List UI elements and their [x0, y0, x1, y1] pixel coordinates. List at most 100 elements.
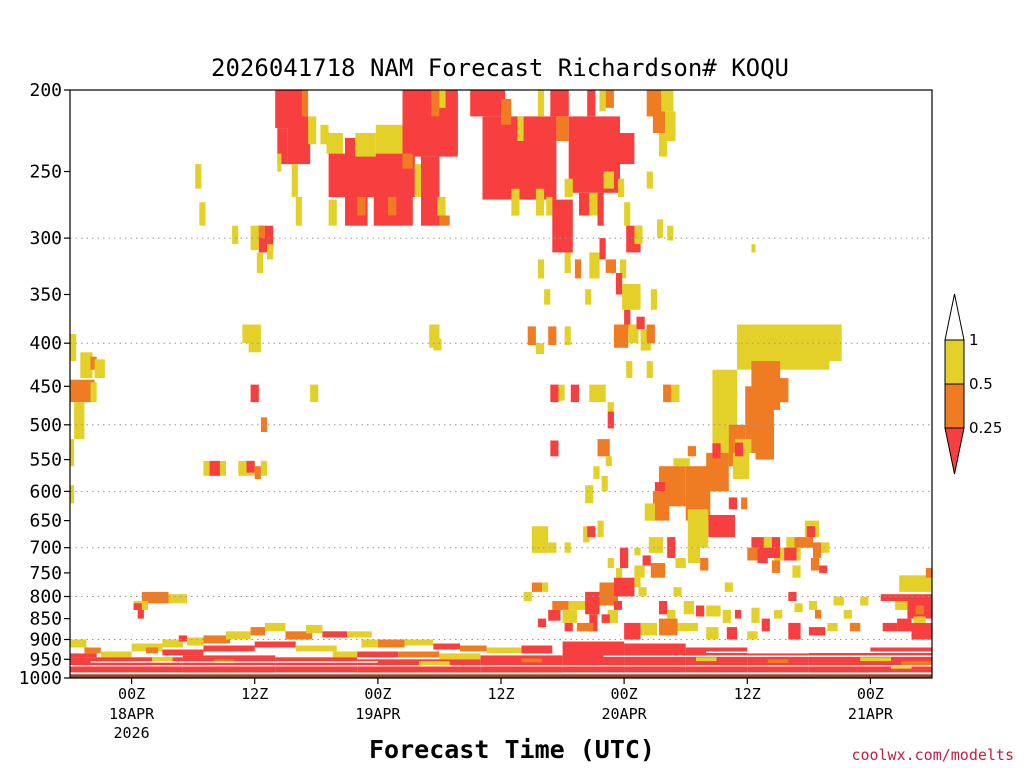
heatmap-cell — [431, 90, 440, 117]
heatmap-cell — [583, 526, 590, 543]
heatmap-cell — [433, 643, 460, 650]
heatmap-cell — [187, 637, 204, 646]
heatmap-cell — [277, 153, 282, 172]
heatmap-cell — [741, 497, 748, 510]
heatmap-cell — [792, 565, 801, 578]
y-tick-label: 450 — [29, 376, 62, 397]
heatmap-cell — [248, 324, 261, 353]
heatmap-cell — [821, 542, 830, 553]
heatmap-cell — [597, 439, 610, 457]
heatmap-cell — [706, 627, 719, 640]
heatmap-cell — [767, 659, 789, 664]
heatmap-cell — [667, 537, 676, 558]
heatmap-cell — [550, 440, 559, 457]
heatmap-cell — [761, 618, 770, 632]
heatmap-cell — [786, 537, 795, 548]
gap-streak — [706, 651, 932, 653]
heatmap-cell — [599, 90, 606, 112]
y-tick-label: 200 — [29, 80, 62, 101]
heatmap-cell — [418, 661, 450, 665]
heatmap-cell — [665, 111, 676, 142]
heatmap-cell — [178, 635, 187, 642]
heatmap-cell — [404, 639, 434, 646]
heatmap-cell — [626, 361, 633, 379]
heatmap-cell — [774, 609, 783, 619]
heatmap-cell — [511, 188, 520, 216]
x-tick-date: 20APR — [602, 705, 648, 723]
gap-streak — [603, 655, 932, 657]
heatmap-cell — [558, 384, 565, 401]
heatmap-cell — [810, 558, 820, 571]
heatmap-cell — [70, 334, 77, 362]
heatmap-cell — [622, 283, 641, 310]
heatmap-cell — [133, 603, 142, 610]
heatmap-cell — [911, 622, 932, 640]
gap-streak — [70, 672, 932, 674]
heatmap-cell — [70, 639, 87, 648]
heatmap-cell — [751, 244, 756, 253]
heatmap-cell — [615, 568, 623, 583]
heatmap-cell — [195, 164, 202, 189]
heatmap-cell — [589, 252, 600, 279]
heatmap-cell — [771, 560, 781, 573]
heatmap-cell — [254, 466, 261, 479]
ground-strip — [70, 674, 932, 678]
heatmap-cell — [683, 601, 694, 615]
heatmap-cell — [287, 116, 311, 165]
heatmap-cell — [542, 582, 549, 592]
heatmap-cell — [585, 591, 600, 615]
heatmap-cell — [242, 324, 253, 344]
pressure-gridlines — [70, 237, 932, 640]
heatmap-cell — [556, 116, 569, 141]
heatmap-cell — [751, 607, 760, 623]
heatmap-cell — [326, 133, 343, 154]
heatmap-cell — [677, 622, 698, 632]
heatmap-cell — [517, 116, 524, 141]
heatmap-cell — [618, 178, 625, 197]
heatmap-cell — [226, 631, 251, 640]
heatmap-cell — [306, 625, 323, 634]
heatmap-cell — [203, 645, 255, 652]
heatmap-cell — [652, 491, 670, 521]
heatmap-cell — [562, 609, 577, 623]
heatmap-cell — [599, 238, 606, 260]
heatmap-cell — [605, 90, 614, 108]
heatmap-cell — [250, 225, 259, 251]
heatmap-cell — [295, 645, 337, 652]
heatmap-cell — [332, 651, 358, 658]
heatmap-cell — [667, 609, 676, 619]
heatmap-cell — [620, 547, 629, 568]
heatmap-cell — [650, 289, 657, 310]
heatmap-cell — [663, 384, 672, 403]
heatmap-cell — [470, 90, 506, 117]
heatmap-cell — [724, 582, 733, 592]
heatmap-cell — [402, 90, 458, 157]
heatmap-cell — [882, 622, 898, 632]
heatmap-cell — [650, 563, 666, 578]
heatmap-cell — [659, 618, 678, 636]
heatmap-cell — [537, 90, 545, 117]
heatmap-cell — [203, 635, 231, 644]
y-tick-label: 900 — [29, 630, 62, 651]
heatmap-cell — [593, 466, 600, 479]
heatmap-cell — [246, 460, 255, 473]
heatmap-cell — [925, 568, 932, 578]
heatmap-cell — [808, 601, 818, 610]
heatmap-cell — [638, 587, 647, 597]
heatmap-cell — [564, 252, 571, 273]
heatmap-cell — [562, 641, 625, 673]
heatmap-cell — [74, 402, 85, 440]
y-tick-label: 850 — [29, 609, 62, 630]
x-tick-date: 21APR — [848, 705, 894, 723]
heatmap-cell — [891, 665, 912, 669]
y-tick-label: 700 — [29, 538, 62, 559]
heatmap-cell — [501, 99, 512, 125]
heatmap-cell — [589, 192, 598, 216]
heatmap-cell — [544, 289, 551, 305]
heatmap-cell — [646, 171, 653, 189]
heatmap-cell — [915, 605, 924, 615]
heatmap-cell — [607, 609, 618, 623]
heatmap-cell — [537, 618, 547, 628]
y-tick-label: 400 — [29, 333, 62, 354]
